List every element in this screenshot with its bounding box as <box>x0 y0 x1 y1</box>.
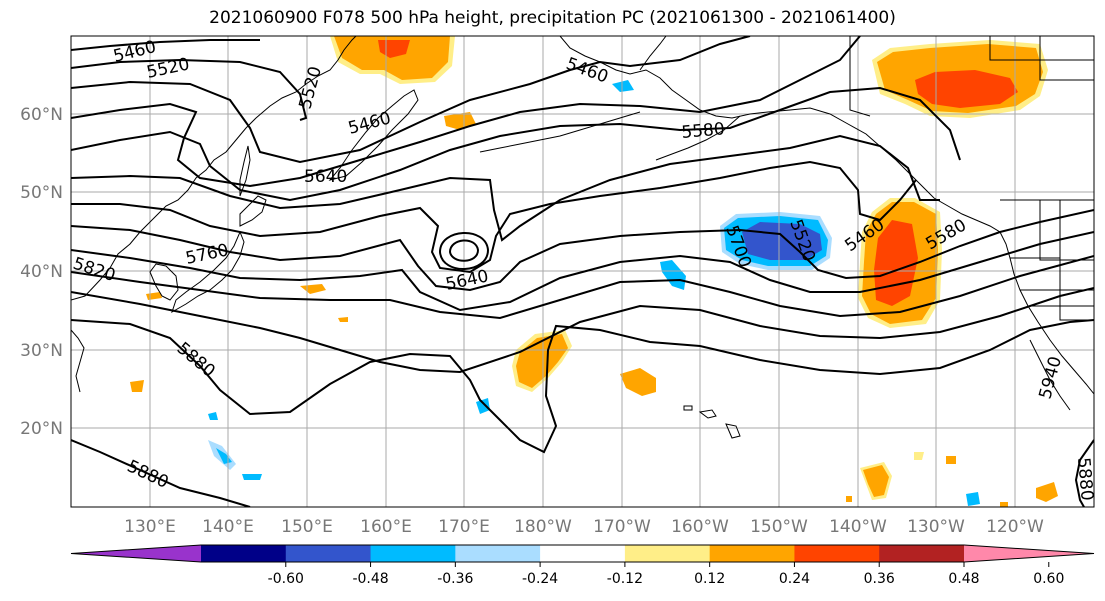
colorbar: -0.60 -0.48 -0.36 -0.24 -0.12 0.12 0.24 0.36 0.4… <box>70 544 1095 587</box>
lon-label: 150°E <box>281 517 333 537</box>
contour-label: 5580 <box>681 119 726 143</box>
colorbar-tick-label: -0.48 <box>352 571 388 587</box>
colorbar-tick-label: -0.24 <box>522 571 558 587</box>
lon-label: 180°W <box>514 517 572 537</box>
colorbar-tick-label: 0.48 <box>948 571 979 587</box>
map-frame <box>70 35 1095 508</box>
lon-label: 140°E <box>202 517 254 537</box>
colorbar-segment <box>709 545 795 562</box>
lon-label: 130°W <box>907 517 965 537</box>
colorbar-segment <box>879 545 965 562</box>
lat-label: 60°N <box>20 105 63 125</box>
colorbar-segment <box>540 545 626 562</box>
colorbar-segment <box>285 545 372 562</box>
lon-label: 150°W <box>750 517 808 537</box>
colorbar-tick-label: -0.36 <box>437 571 473 587</box>
latitude-labels: 60°N 50°N 40°N 30°N 20°N <box>20 105 63 439</box>
colorbar-tick-label: 0.36 <box>864 571 895 587</box>
lat-label: 20°N <box>20 419 63 439</box>
colorbar-extend-high <box>964 545 1094 562</box>
lat-label: 30°N <box>20 341 63 361</box>
lon-label: 130°E <box>124 517 176 537</box>
colorbar-outline <box>70 544 1095 563</box>
colorbar-segment <box>624 545 711 562</box>
colorbar-segment <box>455 545 541 562</box>
lat-label: 40°N <box>20 262 63 282</box>
colorbar-tick-label: -0.60 <box>268 571 304 587</box>
lon-label: 120°W <box>986 517 1044 537</box>
colorbar-tick-label: 0.12 <box>694 571 725 587</box>
map-title: 2021060900 F078 500 hPa height, precipit… <box>209 8 896 28</box>
lon-label: 170°W <box>593 517 651 537</box>
colorbar-segment <box>370 545 456 562</box>
lon-label: 170°E <box>438 517 490 537</box>
height-contours <box>71 36 1094 507</box>
lon-label: 160°E <box>360 517 412 537</box>
lat-label: 50°N <box>20 183 63 203</box>
colorbar-tick-label: -0.12 <box>607 571 643 587</box>
colorbar-tick-label: 0.60 <box>1033 571 1064 587</box>
contour-label: 5880 <box>1073 457 1097 502</box>
longitude-labels: 130°E 140°E 150°E 160°E 170°E 180°W 170°… <box>124 517 1044 537</box>
colorbar-segment <box>201 545 287 562</box>
contour-label: 5640 <box>304 167 347 187</box>
colorbar-extend-low <box>71 545 201 562</box>
colorbar-tick-label: 0.24 <box>779 571 810 587</box>
lon-label: 160°W <box>671 517 729 537</box>
colorbar-segment <box>794 545 880 562</box>
lon-label: 140°W <box>829 517 887 537</box>
